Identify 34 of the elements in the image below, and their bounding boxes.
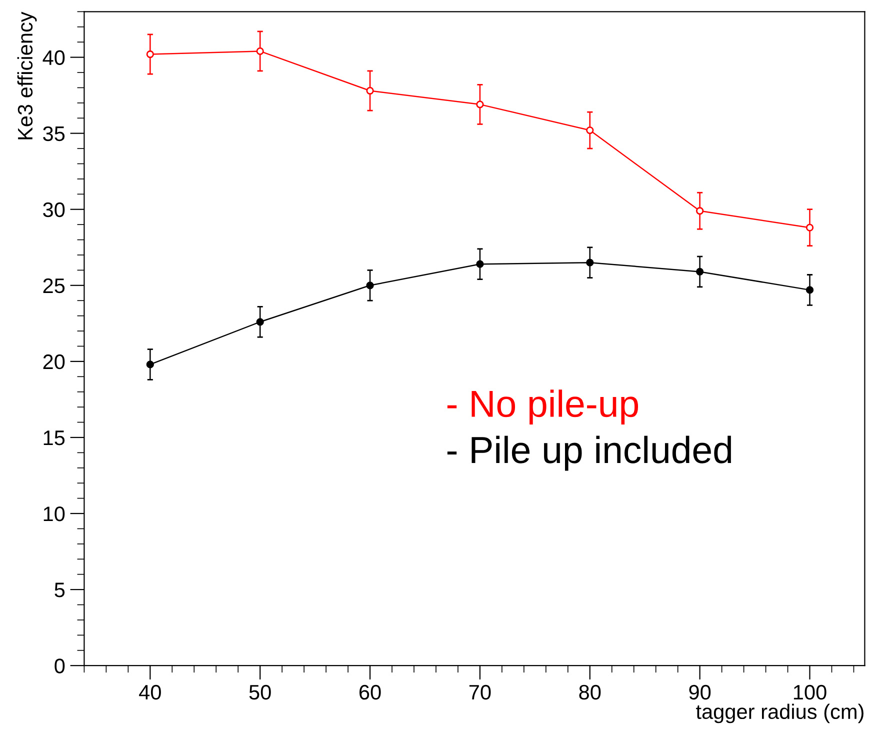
y-tick-label: 10	[44, 506, 65, 522]
point	[256, 47, 264, 56]
point	[806, 224, 814, 232]
y-axis-title: Ke3 efficiency	[17, 12, 37, 140]
point	[366, 86, 374, 95]
text: - No pile-up	[447, 390, 638, 425]
y-tick-label: 0	[54, 658, 65, 674]
point	[696, 268, 704, 276]
x-tick-label: 60	[359, 684, 381, 700]
x-axis-title: tagger radius (cm)	[696, 704, 864, 724]
y-tick-label: 30	[43, 202, 65, 218]
y-tick-label: 40	[42, 50, 65, 66]
x-tick-label: 90	[689, 684, 711, 700]
point	[146, 50, 154, 58]
y-tick-label: 35	[43, 126, 65, 142]
y-tick-label: 20	[43, 354, 65, 370]
text: - Pile up included	[447, 436, 732, 471]
point	[366, 282, 374, 290]
x-tick-label: 80	[579, 684, 601, 700]
point	[476, 260, 484, 268]
point	[476, 100, 484, 108]
x-tick-label: 70	[469, 684, 491, 700]
y-tick-label: 15	[44, 430, 65, 446]
point	[696, 207, 704, 215]
point	[256, 318, 264, 326]
point	[586, 126, 594, 134]
x-tick-label: 100	[794, 684, 826, 700]
y-tick-label: 5	[54, 582, 65, 598]
point	[806, 286, 814, 294]
x-tick-label: 50	[249, 684, 271, 700]
point	[586, 258, 594, 266]
y-tick-label: 25	[43, 278, 65, 294]
x-tick-label: 40	[139, 684, 161, 700]
point	[146, 360, 154, 368]
